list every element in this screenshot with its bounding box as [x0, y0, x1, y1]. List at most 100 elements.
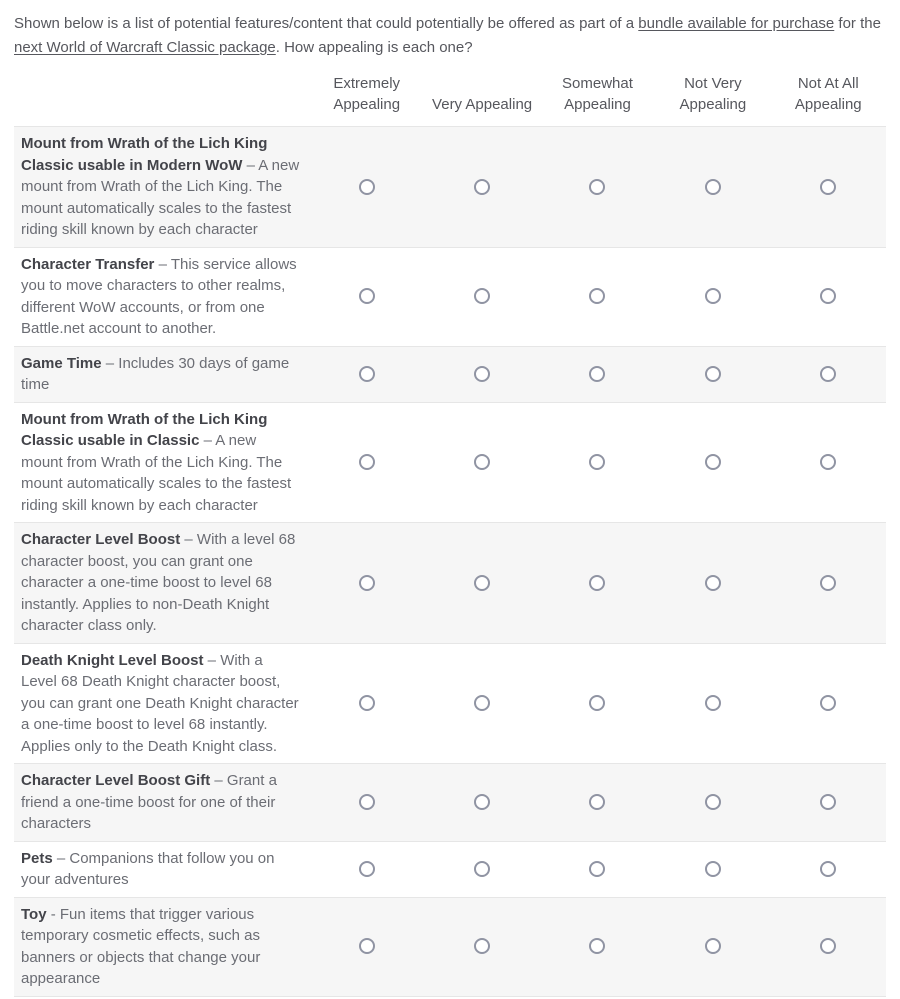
radio-button[interactable]	[704, 938, 721, 955]
feature-label: Mount from Wrath of the Lich King Classi…	[14, 402, 309, 523]
option-cell	[540, 346, 655, 402]
feature-title: Mount from Wrath of the Lich King Classi…	[21, 135, 268, 174]
radio-button[interactable]	[704, 794, 721, 811]
feature-row: Mount from Wrath of the Lich King Classi…	[14, 126, 886, 248]
link-wow-classic-package[interactable]: next World of Warcraft Classic package	[14, 39, 276, 56]
link-bundle-available-for-purchase[interactable]: bundle available for purchase	[638, 15, 835, 32]
radio-button[interactable]	[474, 454, 491, 471]
option-cell	[540, 643, 655, 764]
radio-button[interactable]	[474, 695, 491, 712]
option-cell	[540, 897, 655, 996]
option-cell	[540, 127, 655, 248]
option-cell	[771, 764, 886, 842]
option-cell	[424, 523, 539, 644]
feature-description: – With a level 68 character boost, you c…	[21, 531, 296, 634]
radio-button[interactable]	[589, 574, 606, 591]
radio-button[interactable]	[358, 454, 375, 471]
radio-button[interactable]	[358, 860, 375, 877]
intro-segment-2: for the	[834, 15, 881, 32]
option-cell	[655, 841, 770, 897]
radio-button[interactable]	[704, 860, 721, 877]
option-cell	[771, 127, 886, 248]
radio-button[interactable]	[358, 365, 375, 382]
option-cell	[309, 643, 424, 764]
radio-button[interactable]	[589, 860, 606, 877]
option-cell	[771, 643, 886, 764]
radio-button[interactable]	[589, 178, 606, 195]
radio-button[interactable]	[820, 178, 837, 195]
feature-description: – A new mount from Wrath of the Lich Kin…	[21, 432, 292, 514]
option-cell	[309, 764, 424, 842]
feature-row: Character Transfer – This service allows…	[14, 247, 886, 346]
header-row: Extremely Appealing Very Appealing Somewha…	[14, 69, 886, 127]
option-cell	[424, 247, 539, 346]
radio-button[interactable]	[474, 178, 491, 195]
radio-button[interactable]	[358, 938, 375, 955]
option-cell	[540, 841, 655, 897]
radio-button[interactable]	[704, 574, 721, 591]
option-cell	[309, 897, 424, 996]
feature-label: Game Time – Includes 30 days of game tim…	[14, 346, 309, 402]
feature-row: Game Time – Includes 30 days of game tim…	[14, 346, 886, 402]
radio-button[interactable]	[358, 794, 375, 811]
intro-segment-3: . How appealing is each one?	[275, 39, 473, 56]
column-header: Somewhat Appealing	[562, 75, 633, 113]
option-cell	[424, 897, 539, 996]
radio-button[interactable]	[589, 794, 606, 811]
feature-title: Character Level Boost	[21, 531, 181, 548]
appeal-rating-matrix: Extremely Appealing Very Appealing Somewha…	[14, 69, 886, 997]
radio-button[interactable]	[704, 695, 721, 712]
radio-button[interactable]	[820, 454, 837, 471]
feature-description: - Fun items that trigger various tempora…	[21, 905, 261, 988]
option-cell	[771, 523, 886, 644]
radio-button[interactable]	[820, 574, 837, 591]
option-cell	[655, 127, 770, 248]
feature-label: Character Level Boost – With a level 68 …	[14, 523, 309, 644]
option-cell	[540, 402, 655, 523]
radio-button[interactable]	[704, 365, 721, 382]
radio-button[interactable]	[589, 365, 606, 382]
matrix-body: Mount from Wrath of the Lich King Classi…	[14, 126, 886, 996]
feature-description: – With a Level 68 Death Knight character…	[21, 651, 299, 755]
radio-button[interactable]	[820, 695, 837, 712]
radio-button[interactable]	[589, 288, 606, 305]
option-cell	[424, 643, 539, 764]
radio-button[interactable]	[589, 938, 606, 955]
option-cell	[309, 841, 424, 897]
radio-button[interactable]	[704, 178, 721, 195]
radio-button[interactable]	[820, 860, 837, 877]
option-cell	[540, 764, 655, 842]
option-cell	[655, 523, 770, 644]
radio-button[interactable]	[474, 574, 491, 591]
option-cell	[309, 402, 424, 523]
radio-button[interactable]	[474, 288, 491, 305]
radio-button[interactable]	[358, 288, 375, 305]
radio-button[interactable]	[358, 178, 375, 195]
radio-button[interactable]	[358, 695, 375, 712]
radio-button[interactable]	[820, 288, 837, 305]
feature-label: Character Level Boost Gift – Grant a fri…	[14, 764, 309, 842]
option-cell	[771, 841, 886, 897]
radio-button[interactable]	[474, 794, 491, 811]
option-cell	[540, 523, 655, 644]
column-header: Very Appealing	[432, 96, 533, 113]
option-cell	[424, 346, 539, 402]
radio-button[interactable]	[704, 454, 721, 471]
radio-button[interactable]	[474, 860, 491, 877]
feature-title: Death Knight Level Boost	[21, 651, 204, 669]
option-cell	[424, 127, 539, 248]
radio-button[interactable]	[589, 454, 606, 471]
radio-button[interactable]	[820, 794, 837, 811]
option-cell	[424, 764, 539, 842]
radio-button[interactable]	[474, 938, 491, 955]
feature-title: Toy	[21, 905, 47, 923]
feature-column-spacer	[14, 69, 309, 127]
radio-button[interactable]	[820, 938, 837, 955]
option-cell	[309, 523, 424, 644]
option-cell	[655, 897, 770, 996]
radio-button[interactable]	[704, 288, 721, 305]
radio-button[interactable]	[589, 695, 606, 712]
radio-button[interactable]	[474, 365, 491, 382]
radio-button[interactable]	[358, 574, 375, 591]
radio-button[interactable]	[820, 365, 837, 382]
